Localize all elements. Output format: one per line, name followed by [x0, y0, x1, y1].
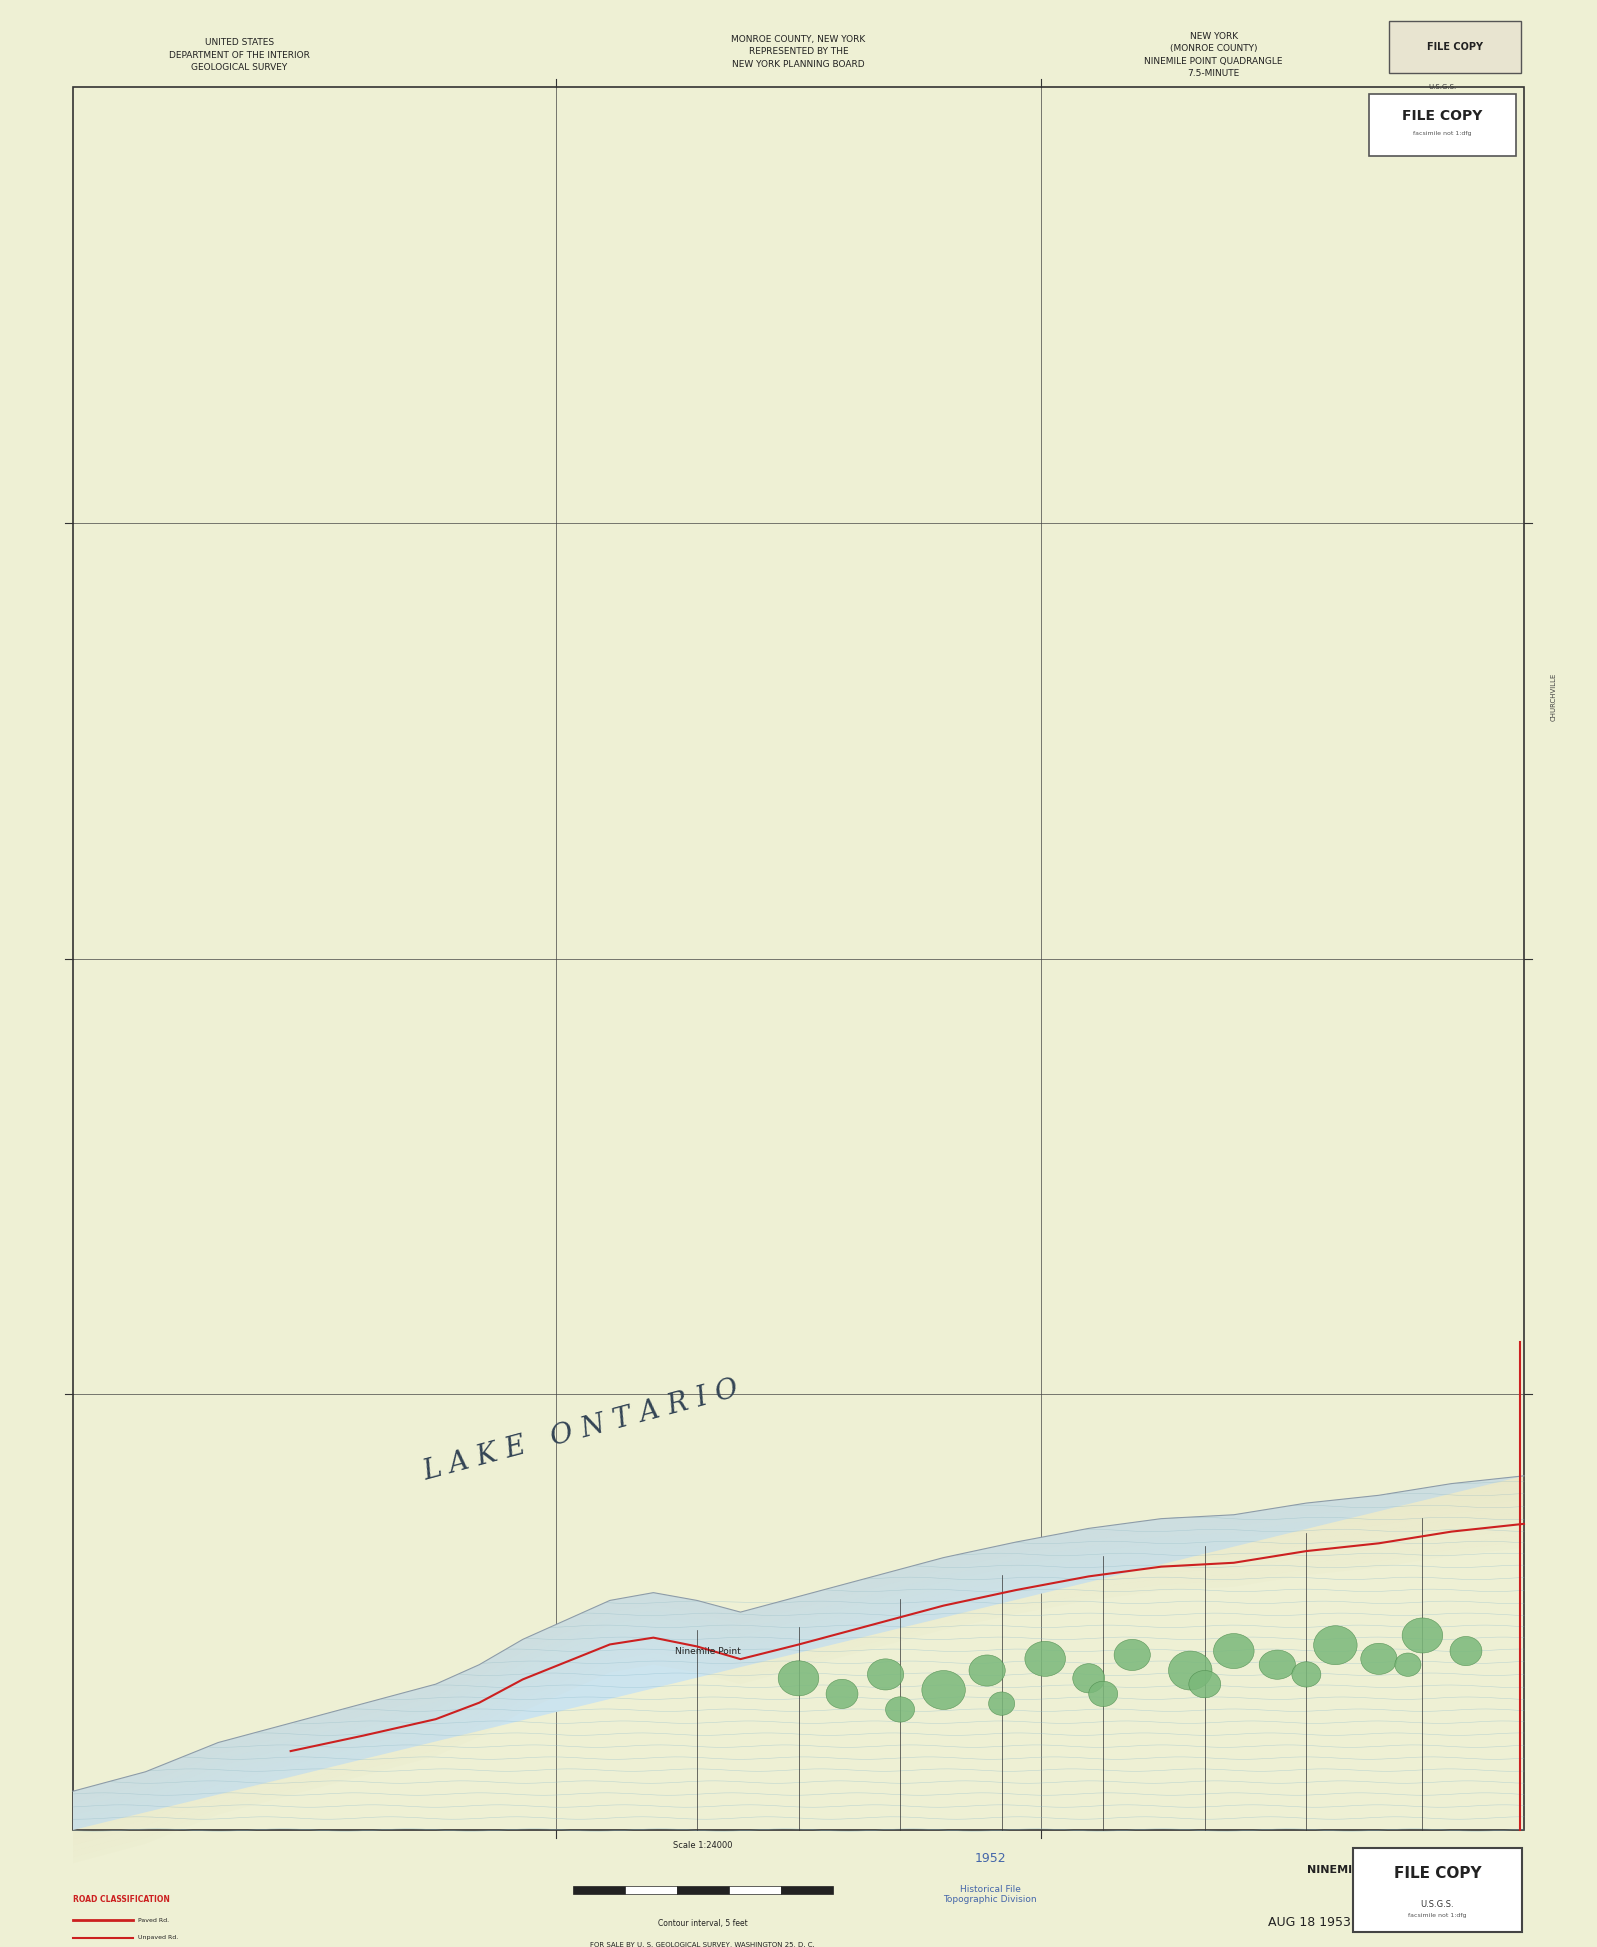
Ellipse shape	[1188, 1671, 1220, 1698]
Text: Contour interval, 5 feet: Contour interval, 5 feet	[658, 1920, 747, 1928]
FancyBboxPatch shape	[1369, 93, 1516, 156]
Ellipse shape	[1314, 1626, 1357, 1665]
Polygon shape	[73, 1476, 1524, 1830]
Bar	[781, 1887, 832, 1894]
Ellipse shape	[1394, 1653, 1421, 1676]
Bar	[677, 1887, 728, 1894]
Polygon shape	[73, 1511, 1524, 1834]
Text: FILE COPY: FILE COPY	[1428, 43, 1484, 53]
Ellipse shape	[921, 1671, 965, 1709]
Polygon shape	[73, 1530, 1524, 1852]
Ellipse shape	[778, 1661, 819, 1696]
Text: Historical File
Topographic Division: Historical File Topographic Division	[944, 1885, 1036, 1904]
Text: Scale 1:24000: Scale 1:24000	[672, 1842, 733, 1850]
Polygon shape	[73, 88, 1524, 1830]
Bar	[573, 1887, 624, 1894]
Polygon shape	[73, 1525, 1524, 1846]
Text: U.S.G.S.: U.S.G.S.	[1421, 1900, 1455, 1908]
Ellipse shape	[1214, 1634, 1254, 1669]
Text: 922: 922	[1364, 1881, 1383, 1891]
Ellipse shape	[1361, 1643, 1397, 1674]
Text: FILE COPY: FILE COPY	[1402, 109, 1482, 123]
Text: NINEMILE POINT, N.Y.: NINEMILE POINT, N.Y.	[1308, 1865, 1439, 1875]
Ellipse shape	[1258, 1649, 1295, 1678]
Polygon shape	[73, 1482, 1524, 1803]
Ellipse shape	[969, 1655, 1005, 1686]
Ellipse shape	[1450, 1635, 1482, 1667]
Text: Ninemile Point: Ninemile Point	[676, 1647, 741, 1655]
Ellipse shape	[826, 1678, 858, 1709]
Text: CHURCHVILLE: CHURCHVILLE	[1551, 674, 1557, 720]
Text: U.S.G.S.: U.S.G.S.	[1428, 84, 1456, 90]
Polygon shape	[73, 1505, 1524, 1826]
Text: facsimile not 1:dfg: facsimile not 1:dfg	[1413, 132, 1472, 136]
Bar	[728, 1887, 781, 1894]
Ellipse shape	[1169, 1651, 1212, 1690]
Ellipse shape	[1025, 1641, 1065, 1676]
Text: ROAD CLASSIFICATION: ROAD CLASSIFICATION	[73, 1894, 169, 1904]
Ellipse shape	[1089, 1682, 1118, 1706]
FancyBboxPatch shape	[1389, 21, 1520, 72]
Polygon shape	[73, 1499, 1524, 1820]
Text: MONROE COUNTY, NEW YORK
REPRESENTED BY THE
NEW YORK PLANNING BOARD: MONROE COUNTY, NEW YORK REPRESENTED BY T…	[731, 35, 866, 68]
Ellipse shape	[1073, 1663, 1105, 1694]
Ellipse shape	[886, 1696, 915, 1721]
Text: 1952: 1952	[974, 1852, 1006, 1865]
Text: L A K E   O N T A R I O: L A K E O N T A R I O	[420, 1377, 741, 1486]
Text: FILE COPY: FILE COPY	[1394, 1867, 1482, 1881]
FancyBboxPatch shape	[1353, 1848, 1522, 1931]
Text: AUG 18 1953: AUG 18 1953	[1268, 1916, 1351, 1928]
Polygon shape	[73, 1476, 1524, 1797]
Polygon shape	[73, 1488, 1524, 1809]
Bar	[624, 1887, 677, 1894]
Ellipse shape	[1402, 1618, 1442, 1653]
Polygon shape	[73, 1493, 1524, 1815]
Text: Unpaved Rd.: Unpaved Rd.	[137, 1935, 179, 1941]
Text: NEW YORK
(MONROE COUNTY)
NINEMILE POINT QUADRANGLE
7.5-MINUTE: NEW YORK (MONROE COUNTY) NINEMILE POINT …	[1145, 31, 1282, 78]
Text: Paved Rd.: Paved Rd.	[137, 1918, 169, 1922]
Polygon shape	[73, 1519, 1524, 1840]
Ellipse shape	[867, 1659, 904, 1690]
Text: UNITED STATES
DEPARTMENT OF THE INTERIOR
GEOLOGICAL SURVEY: UNITED STATES DEPARTMENT OF THE INTERIOR…	[169, 39, 310, 72]
Text: FOR SALE BY U. S. GEOLOGICAL SURVEY, WASHINGTON 25, D. C.: FOR SALE BY U. S. GEOLOGICAL SURVEY, WAS…	[591, 1941, 814, 1947]
Text: facsimile not 1:dfg: facsimile not 1:dfg	[1409, 1914, 1466, 1918]
Ellipse shape	[1292, 1663, 1321, 1686]
Ellipse shape	[1115, 1639, 1150, 1671]
Ellipse shape	[989, 1692, 1014, 1715]
